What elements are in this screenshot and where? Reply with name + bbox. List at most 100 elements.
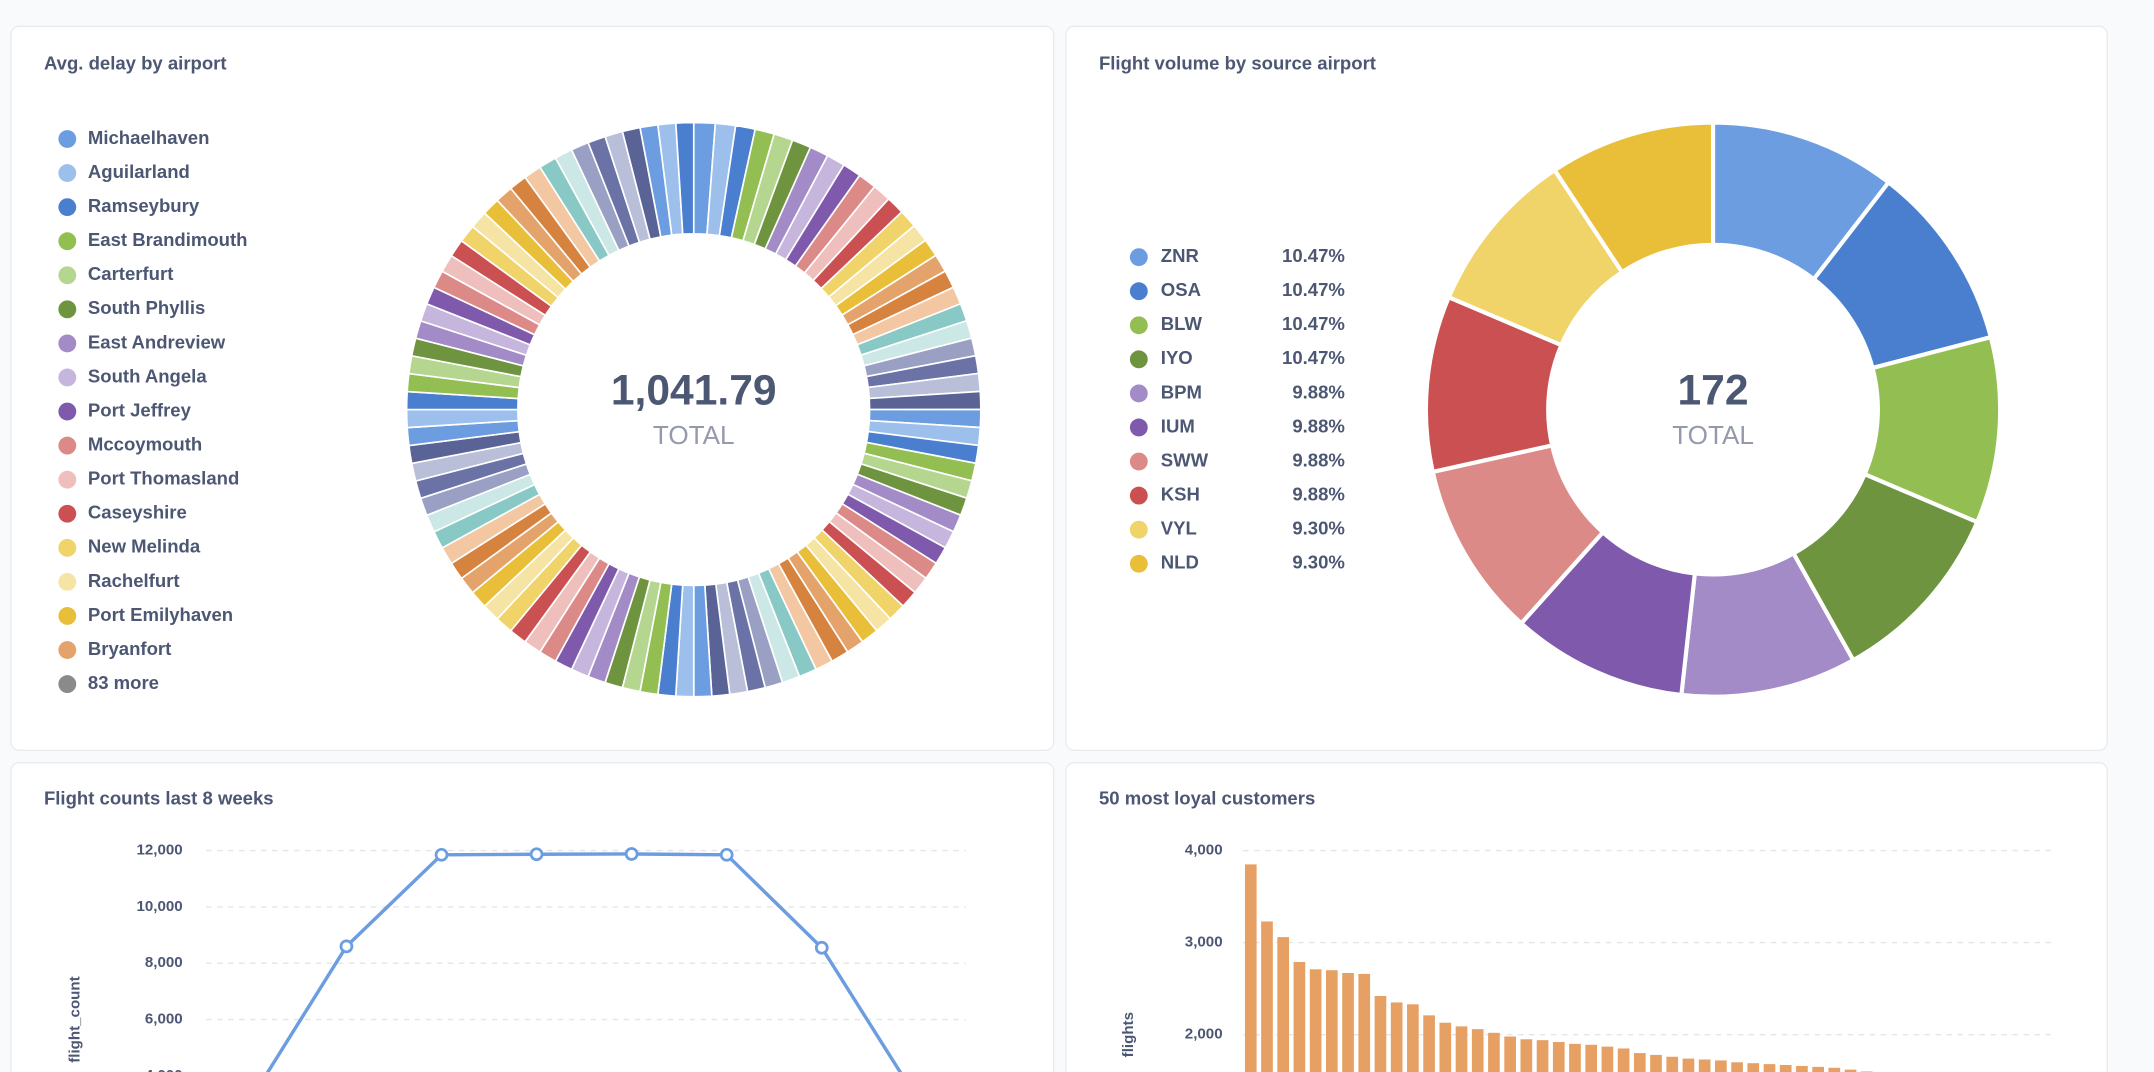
legend-label: KSH	[1161, 484, 1200, 505]
bar	[1731, 1062, 1743, 1072]
y-tick-label: 3,000	[1185, 934, 1223, 951]
legend-dot	[58, 334, 77, 353]
legend-label: Michaelhaven	[88, 127, 210, 148]
legend-label: Rachelfurt	[88, 570, 180, 591]
y-tick-label: 8,000	[145, 954, 183, 971]
legend-label: BLW	[1161, 313, 1203, 334]
legend-label: South Angela	[88, 365, 207, 386]
total-value: 172	[1678, 366, 1749, 414]
legend-label: BPM	[1161, 381, 1202, 402]
card-title: Flight volume by source airport	[1099, 53, 1376, 74]
legend-dot	[1129, 350, 1148, 369]
legend-label: Bryanfort	[88, 638, 171, 659]
legend-label: East Brandimouth	[88, 229, 248, 250]
bar	[1844, 1069, 1857, 1072]
legend-dot	[58, 504, 77, 523]
bar	[1698, 1059, 1711, 1072]
line-point	[434, 847, 449, 862]
bar	[1763, 1064, 1776, 1072]
bar	[1407, 1004, 1419, 1072]
bar	[1423, 1015, 1435, 1072]
legend-label: East Andreview	[88, 331, 226, 352]
y-tick-label: 12,000	[136, 842, 182, 859]
legend-dot	[1129, 282, 1148, 301]
legend-label: VYL	[1161, 518, 1197, 539]
legend-value: 10.47%	[1282, 347, 1345, 368]
bar	[1309, 969, 1322, 1072]
card-title: Avg. delay by airport	[44, 53, 227, 74]
legend-dot	[58, 641, 77, 659]
y-tick-label: 4,000	[145, 1067, 183, 1072]
bar	[1342, 972, 1354, 1072]
legend-dot	[58, 538, 77, 557]
line-point	[339, 939, 354, 954]
legend-value: 9.88%	[1292, 415, 1345, 436]
line-point	[624, 847, 639, 861]
bar	[1601, 1046, 1614, 1072]
bar	[1520, 1039, 1533, 1072]
bar	[1374, 996, 1387, 1072]
legend-label: 83 more	[88, 672, 159, 693]
bar	[1552, 1042, 1565, 1072]
donut-slice	[674, 121, 695, 235]
card-title: Flight counts last 8 weeks	[44, 788, 274, 809]
line	[265, 852, 903, 1072]
legend-dot	[58, 402, 77, 421]
legend-dot	[58, 675, 77, 694]
legend-label: Port Jeffrey	[88, 399, 192, 420]
legend-value: 9.88%	[1292, 449, 1345, 470]
total-label: TOTAL	[1672, 420, 1754, 450]
bar	[1261, 921, 1273, 1072]
legend-dot	[1129, 452, 1148, 471]
bar	[1682, 1058, 1695, 1072]
legend-dot	[1129, 520, 1148, 539]
y-axis-title: flights	[1120, 1012, 1137, 1057]
bar	[1244, 864, 1257, 1072]
bar	[1504, 1036, 1516, 1072]
legend-dot	[1129, 554, 1148, 573]
legend-label: New Melinda	[88, 536, 201, 557]
donut-slice	[1551, 120, 1716, 275]
legend-label: Carterfurt	[88, 263, 173, 284]
bar	[1488, 1032, 1500, 1072]
legend-value: 10.47%	[1282, 313, 1345, 334]
legend-label: Caseyshire	[88, 502, 187, 523]
legend-dot	[1129, 248, 1148, 267]
legend-dot	[58, 572, 77, 591]
legend-dot	[58, 232, 77, 251]
legend-dot	[1129, 418, 1148, 437]
legend-label: IUM	[1161, 415, 1195, 436]
legend-dot	[1129, 486, 1148, 505]
bar	[1828, 1067, 1841, 1072]
legend-label: SWW	[1161, 449, 1209, 470]
card	[10, 761, 1055, 1072]
legend-label: South Phyllis	[88, 297, 205, 318]
legend-label: OSA	[1161, 279, 1201, 300]
legend-dot	[58, 470, 77, 489]
bar	[1715, 1060, 1727, 1072]
legend-dot	[58, 164, 77, 182]
line-point	[719, 847, 734, 862]
legend-value: 9.30%	[1292, 518, 1345, 539]
legend-dot	[58, 368, 77, 387]
legend-value: 9.88%	[1292, 381, 1345, 402]
bar	[1633, 1053, 1646, 1072]
y-tick-label: 2,000	[1185, 1026, 1223, 1043]
bar	[1585, 1044, 1598, 1072]
legend-label: Aguilarland	[88, 161, 190, 182]
y-axis-title: flight_count	[67, 976, 84, 1062]
bar	[1455, 1026, 1468, 1072]
legend-dot	[58, 436, 77, 455]
legend-dot	[1129, 384, 1148, 403]
y-tick-label: 4,000	[1185, 842, 1223, 859]
y-tick-label: 10,000	[136, 898, 182, 915]
legend-label: Port Thomasland	[88, 468, 239, 489]
bar	[1293, 961, 1306, 1072]
bar	[1779, 1065, 1792, 1072]
bar	[1617, 1048, 1630, 1072]
bar	[1796, 1065, 1808, 1072]
legend-dot	[58, 300, 77, 319]
legend-dot	[58, 266, 77, 285]
bar	[1650, 1054, 1662, 1072]
